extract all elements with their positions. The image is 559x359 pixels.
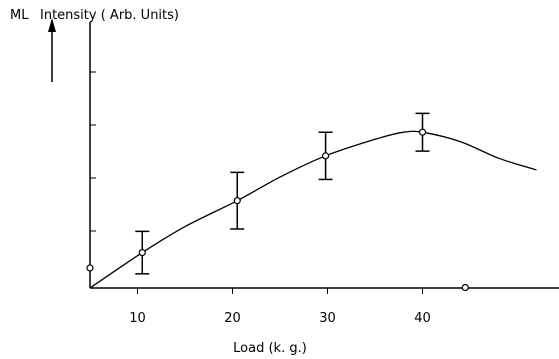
y-arrow-head bbox=[48, 18, 56, 32]
x-axis-title: Load (k. g.) bbox=[233, 341, 307, 356]
data-points bbox=[138, 128, 427, 257]
fit-curve bbox=[89, 130, 537, 289]
data-point bbox=[233, 197, 241, 205]
extra-point bbox=[86, 264, 94, 272]
y-axis-title: Intensity ( Arb. Units) bbox=[40, 8, 179, 23]
data-point bbox=[138, 249, 146, 257]
extra-point bbox=[461, 283, 469, 292]
extra-points bbox=[86, 264, 469, 292]
x-axis-tick-labels: 10 20 30 40 bbox=[129, 311, 431, 326]
error-bars bbox=[135, 112, 430, 275]
data-point bbox=[322, 152, 330, 160]
data-point bbox=[418, 128, 427, 136]
x-tick-label: 10 bbox=[129, 311, 146, 326]
x-axis-ticks bbox=[137, 288, 423, 294]
y-axis-ticks bbox=[90, 71, 96, 232]
x-tick-label: 40 bbox=[414, 311, 431, 326]
x-tick-label: 30 bbox=[319, 311, 336, 326]
y-axis-prefix: ML bbox=[10, 8, 29, 23]
x-tick-label: 20 bbox=[224, 311, 241, 326]
